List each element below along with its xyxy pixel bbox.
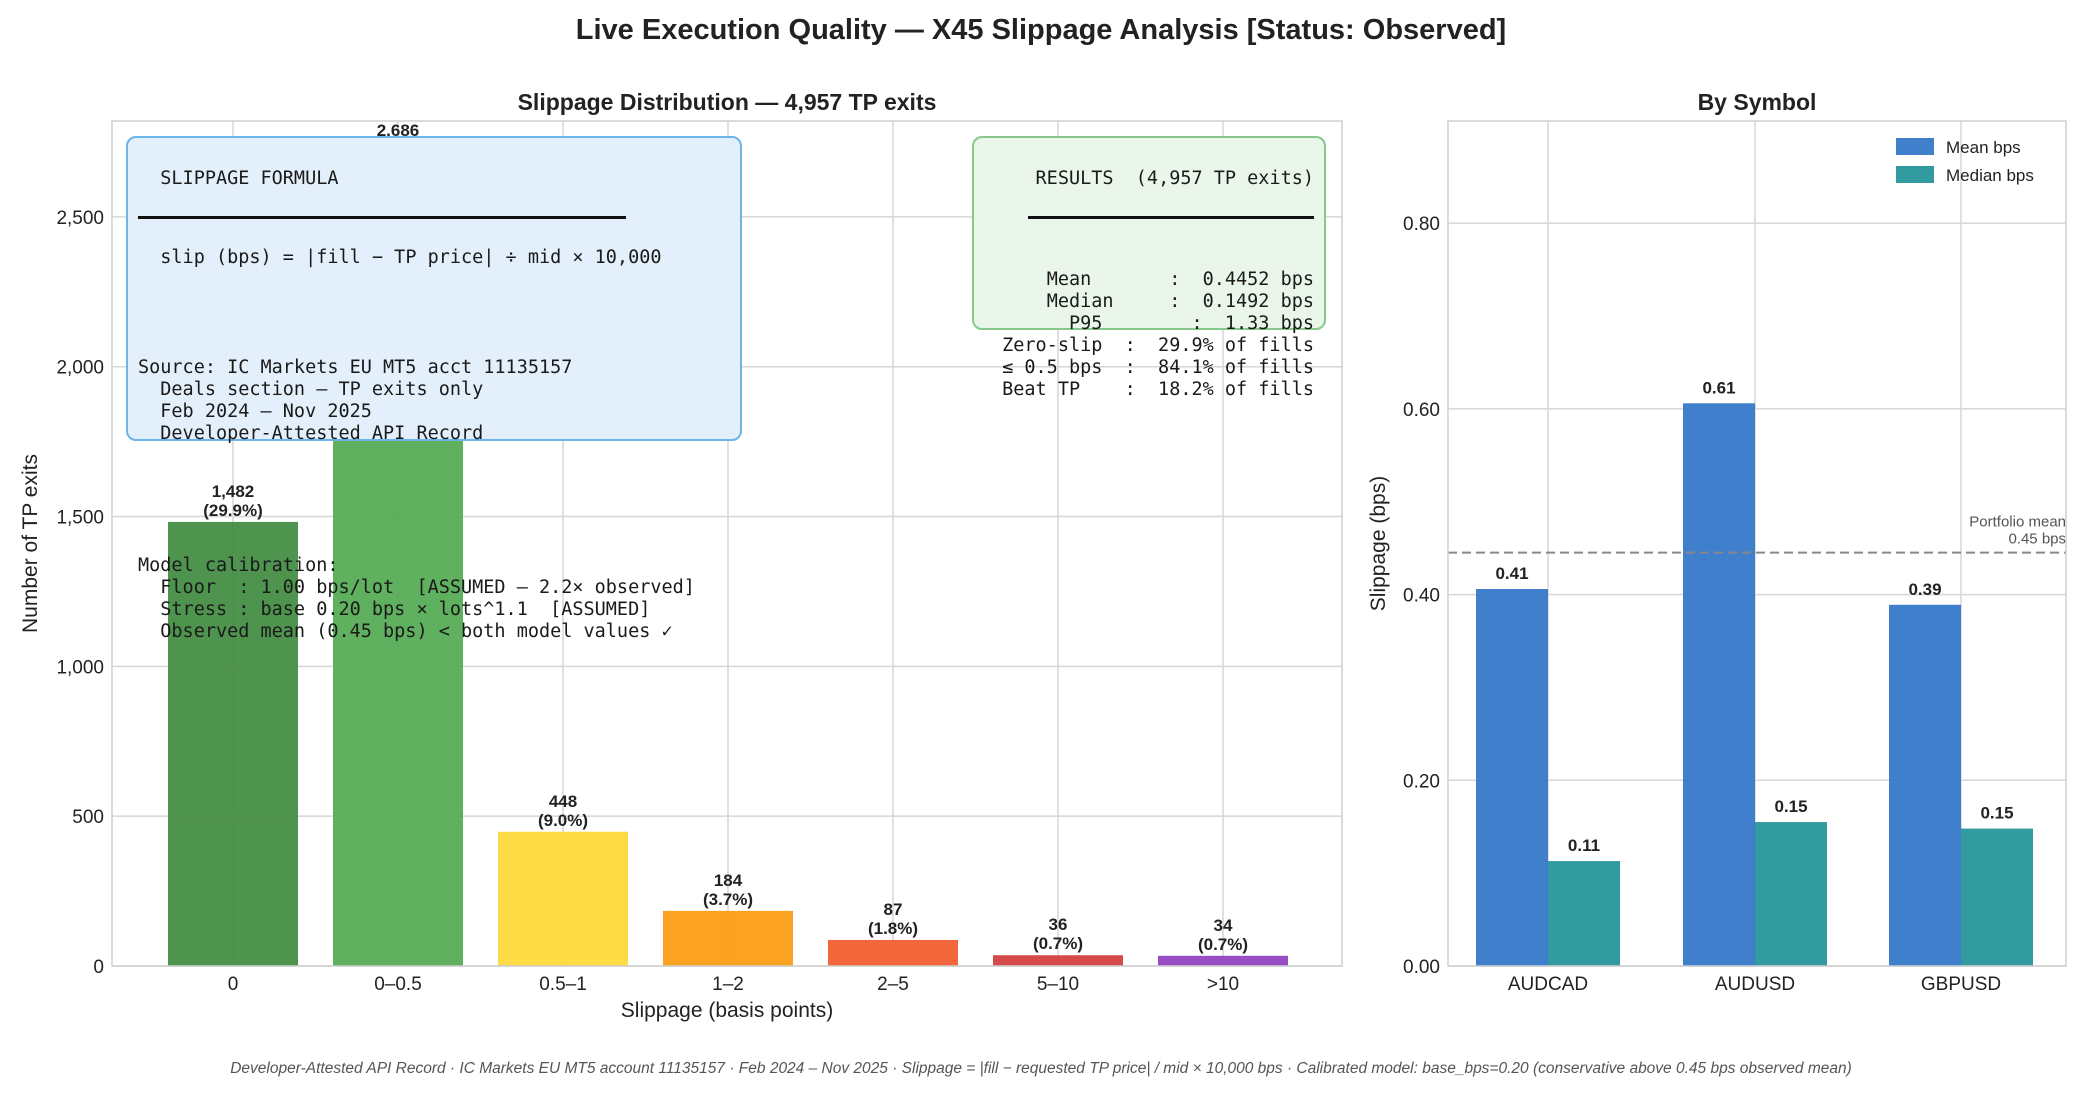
y-tick-label: 0.20 — [1403, 771, 1440, 792]
y-tick-label: 1,500 — [56, 508, 104, 529]
model-calibration-lines: Model calibration: Floor : 1.00 bps/lot … — [138, 555, 730, 643]
bar-GBPUSD-mean — [1889, 604, 1961, 966]
plot-frame — [111, 120, 1343, 967]
portfolio-mean-label: Portfolio mean — [1969, 514, 2066, 531]
y-axis-label: Slippage (bps) — [1367, 476, 1390, 611]
plot-frame — [1447, 120, 2067, 967]
bar->10 — [1158, 955, 1288, 966]
chart-title: Slippage Distribution — 4,957 TP exits — [518, 89, 937, 115]
bar-0 — [168, 521, 298, 966]
results-line-2: P95 : 1.33 bps — [1068, 313, 1314, 334]
bar-value-label: 1,482 — [212, 482, 255, 501]
y-tick-label: 0.40 — [1403, 586, 1440, 607]
bar-value-label: 34 — [1214, 916, 1233, 935]
results-box: RESULTS (4,957 TP exits) Mean : 0.4452 b… — [972, 136, 1326, 400]
x-tick-label: >10 — [1207, 974, 1239, 995]
bar-5–10 — [993, 955, 1123, 966]
chart-title: By Symbol — [1698, 89, 1817, 115]
footer-note: Developer-Attested API Record · IC Marke… — [230, 1060, 1852, 1077]
y-tick-label: 0 — [93, 957, 104, 978]
y-tick-label: 500 — [72, 807, 104, 828]
bar-percent-label: (0.7%) — [1198, 935, 1248, 954]
bar-percent-label: (0.7%) — [1033, 934, 1083, 953]
figure-title: Live Execution Quality — X45 Slippage An… — [575, 14, 1507, 46]
results-lines: Mean : 0.4452 bps Median : 0.1492 bps P95 … — [984, 269, 1314, 401]
results-line-5: Beat TP : 18.2% of fills — [1002, 379, 1314, 400]
bar-value-label: 0.15 — [1774, 797, 1807, 816]
bar-value-label: 0.15 — [1980, 804, 2013, 823]
bar-value-label: 0.61 — [1702, 378, 1735, 397]
bar-value-label: 448 — [549, 792, 577, 811]
x-tick-label: GBPUSD — [1921, 974, 2001, 995]
legend-swatch — [1896, 166, 1934, 183]
x-tick-label: 2–5 — [877, 974, 909, 995]
legend-label: Mean bps — [1946, 138, 2021, 157]
bar-value-label: 36 — [1049, 915, 1068, 934]
bar-AUDUSD-mean — [1683, 403, 1755, 966]
x-tick-label: 0–0.5 — [374, 974, 422, 995]
bar-value-label: 87 — [884, 900, 903, 919]
y-tick-label: 1,000 — [56, 657, 104, 678]
source-line-0: Source: IC Markets EU MT5 acct 11135157 — [138, 357, 573, 378]
bar-percent-label: (9.0%) — [538, 811, 588, 830]
bar-1–2 — [663, 910, 793, 966]
results-line-3: Zero-slip : 29.9% of fills — [1002, 335, 1314, 356]
model-line-1: Floor : 1.00 bps/lot [ASSUMED — 2.2× obs… — [138, 577, 695, 598]
source-lines: Source: IC Markets EU MT5 acct 11135157 … — [138, 357, 730, 445]
y-tick-label: 2,000 — [56, 358, 104, 379]
legend-swatch — [1896, 138, 1934, 155]
bar-percent-label: (29.9%) — [203, 501, 263, 520]
y-tick-label: 0.80 — [1403, 214, 1440, 235]
x-tick-label: 0.5–1 — [539, 974, 587, 995]
bar-0.5–1 — [498, 831, 628, 966]
source-line-1: Deals section — TP exits only — [138, 379, 484, 400]
bar-AUDCAD-median — [1548, 861, 1620, 966]
formula-text: slip (bps) = |fill − TP price| ÷ mid × 1… — [160, 247, 662, 268]
y-axis-label: Number of TP exits — [19, 454, 42, 633]
bar-percent-label: (3.7%) — [703, 890, 753, 909]
y-tick-label: 0.00 — [1403, 957, 1440, 978]
x-tick-label: AUDCAD — [1508, 974, 1588, 995]
bar-AUDCAD-mean — [1476, 589, 1548, 966]
bar-value-label: 2,686 — [377, 121, 420, 140]
model-line-3: Observed mean (0.45 bps) < both model va… — [138, 621, 673, 642]
results-line-1: Median : 0.1492 bps — [1046, 291, 1314, 312]
portfolio-mean-value: 0.45 bps — [2008, 531, 2066, 548]
results-heading: RESULTS (4,957 TP exits) — [1035, 168, 1314, 189]
bar-AUDUSD-median — [1755, 822, 1827, 966]
bar-percent-label: (1.8%) — [868, 919, 918, 938]
model-line-0: Model calibration: — [138, 555, 339, 576]
results-heading-rule — [1028, 216, 1314, 219]
model-line-2: Stress : base 0.20 bps × lots^1.1 [ASSUM… — [138, 599, 651, 620]
formula-heading-rule — [138, 216, 626, 219]
x-tick-label: AUDUSD — [1715, 974, 1795, 995]
results-line-0: Mean : 0.4452 bps — [1046, 269, 1314, 290]
y-tick-label: 2,500 — [56, 208, 104, 229]
formula-heading: SLIPPAGE FORMULA — [160, 168, 339, 189]
legend-label: Median bps — [1946, 166, 2034, 185]
source-line-2: Feb 2024 – Nov 2025 — [138, 401, 372, 422]
source-line-3: Developer-Attested API Record — [138, 423, 484, 444]
slippage-formula-box: SLIPPAGE FORMULA slip (bps) = |fill − TP… — [126, 136, 742, 642]
x-tick-label: 5–10 — [1037, 974, 1079, 995]
bar-value-label: 0.39 — [1908, 580, 1941, 599]
results-line-4: ≤ 0.5 bps : 84.1% of fills — [1002, 357, 1314, 378]
bar-value-label: 0.11 — [1568, 836, 1600, 855]
bar-value-label: 0.41 — [1495, 564, 1528, 583]
bar-2–5 — [828, 939, 958, 966]
bar-GBPUSD-median — [1961, 828, 2033, 966]
y-tick-label: 0.60 — [1403, 400, 1440, 421]
bar-value-label: 184 — [714, 871, 743, 890]
x-tick-label: 1–2 — [712, 974, 744, 995]
x-axis-label: Slippage (basis points) — [621, 999, 833, 1022]
x-tick-label: 0 — [228, 974, 239, 995]
